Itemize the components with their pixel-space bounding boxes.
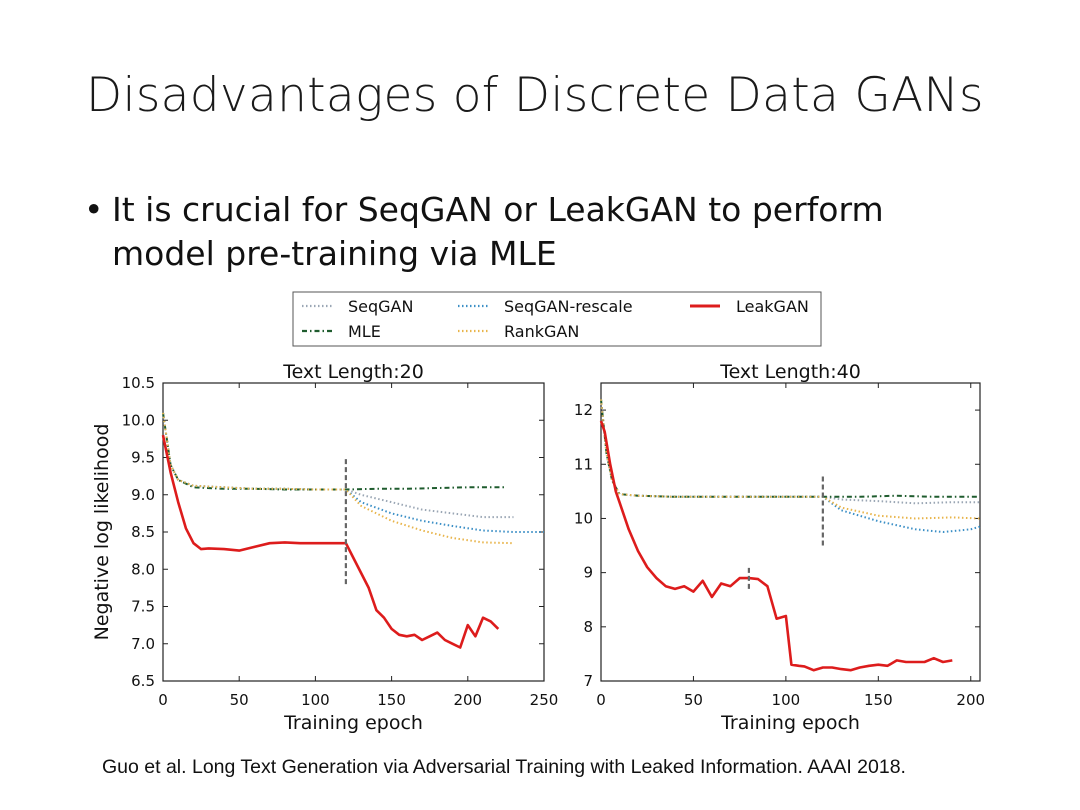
legend-frame [292,291,822,347]
y-tick-label: 8.0 [131,560,155,578]
y-tick-label: 9.0 [131,486,155,504]
series-line-mle [162,412,506,491]
legend-label: SeqGAN [348,297,413,316]
plot-frame [162,382,545,682]
y-tick-label: 6.5 [131,672,155,690]
legend-entry: MLE [302,322,381,341]
bullet-text: It is crucial for SeqGAN or LeakGAN to p… [112,190,884,273]
x-tick-label: 0 [158,691,168,709]
chart-text-length-40: Text Length:40 0 50 100 150 200 7 8 9 10 11 12 Train… [574,361,985,734]
y-tick-label: 9 [583,564,593,582]
legend: SeqGAN SeqGAN-rescale LeakGAN MLE RankGAN [292,291,822,347]
legend-entry: RankGAN [458,322,579,341]
x-axis-label: Training epoch [720,712,860,734]
plot-frame [600,382,981,682]
x-tick-label: 0 [596,691,606,709]
chart-title: Text Length:20 [282,361,424,383]
y-tick-label: 10 [574,509,593,527]
series-line-seqgan-rescale [162,412,544,533]
y-tick-label: 9.5 [131,449,155,467]
series-line-leakgan [599,420,953,672]
y-tick-label: 8 [583,618,593,636]
x-tick-label: 50 [230,691,249,709]
y-tick-label: 10.5 [122,374,155,392]
series-line-seqgan [600,399,980,505]
x-tick-label: 100 [772,691,801,709]
legend-label: SeqGAN-rescale [504,297,633,316]
chart-text-length-20: Text Length:20 0 50 100 150 200 250 6.5 7.0 7.5 8.… [91,361,558,734]
y-tick-label: 11 [574,455,593,473]
chart-title: Text Length:40 [719,361,861,383]
x-axis-label: Training epoch [283,712,423,734]
x-tick-label: 200 [956,691,985,709]
legend-label: MLE [348,322,381,341]
y-tick-label: 10.0 [122,411,155,429]
x-tick-label: 100 [301,691,330,709]
series-line-mle [600,399,980,498]
legend-entry: SeqGAN [302,297,413,316]
legend-label: LeakGAN [736,297,809,316]
y-axis-label: Negative log likelihood [91,424,113,641]
y-tick-label: 12 [574,401,593,419]
x-tick-label: 200 [453,691,482,709]
x-tick-label: 250 [530,691,559,709]
y-tick-label: 7 [583,672,593,690]
legend-entry: LeakGAN [690,297,809,316]
y-tick-label: 7.5 [131,598,155,616]
x-tick-label: 150 [377,691,406,709]
series-line-leakgan [161,434,500,649]
series-line-rankgan [600,399,981,520]
legend-entry: SeqGAN-rescale [458,297,633,316]
x-tick-label: 150 [864,691,893,709]
citation: Guo et al. Long Text Generation via Adve… [102,756,906,778]
bullet-marker: • [84,190,104,229]
y-tick-label: 7.0 [131,635,155,653]
y-tick-label: 8.5 [131,523,155,541]
x-tick-label: 50 [684,691,703,709]
legend-label: RankGAN [504,322,579,341]
slide-title: Disadvantages of Discrete Data GANs [86,68,984,123]
